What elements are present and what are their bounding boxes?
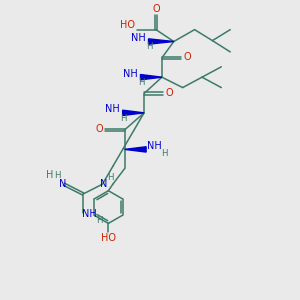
Text: NH: NH xyxy=(147,141,162,151)
Text: H: H xyxy=(96,216,103,225)
Text: H: H xyxy=(146,42,152,51)
Text: HO: HO xyxy=(101,233,116,243)
Polygon shape xyxy=(148,39,174,44)
Text: H: H xyxy=(120,114,127,123)
Text: H: H xyxy=(107,173,114,182)
Text: O: O xyxy=(152,4,160,14)
Polygon shape xyxy=(123,110,144,116)
Polygon shape xyxy=(140,74,162,80)
Text: HO: HO xyxy=(120,20,135,30)
Text: NH: NH xyxy=(82,208,97,219)
Text: N: N xyxy=(100,178,107,189)
Text: H: H xyxy=(46,170,53,180)
Text: O: O xyxy=(166,88,173,98)
Text: N: N xyxy=(58,178,66,189)
Text: H: H xyxy=(161,149,167,158)
Text: O: O xyxy=(96,124,103,134)
Text: NH: NH xyxy=(131,33,146,43)
Polygon shape xyxy=(125,147,146,152)
Text: H: H xyxy=(138,78,144,87)
Text: O: O xyxy=(183,52,191,62)
Text: H: H xyxy=(54,171,61,180)
Text: NH: NH xyxy=(106,104,120,114)
Text: NH: NH xyxy=(123,69,138,79)
